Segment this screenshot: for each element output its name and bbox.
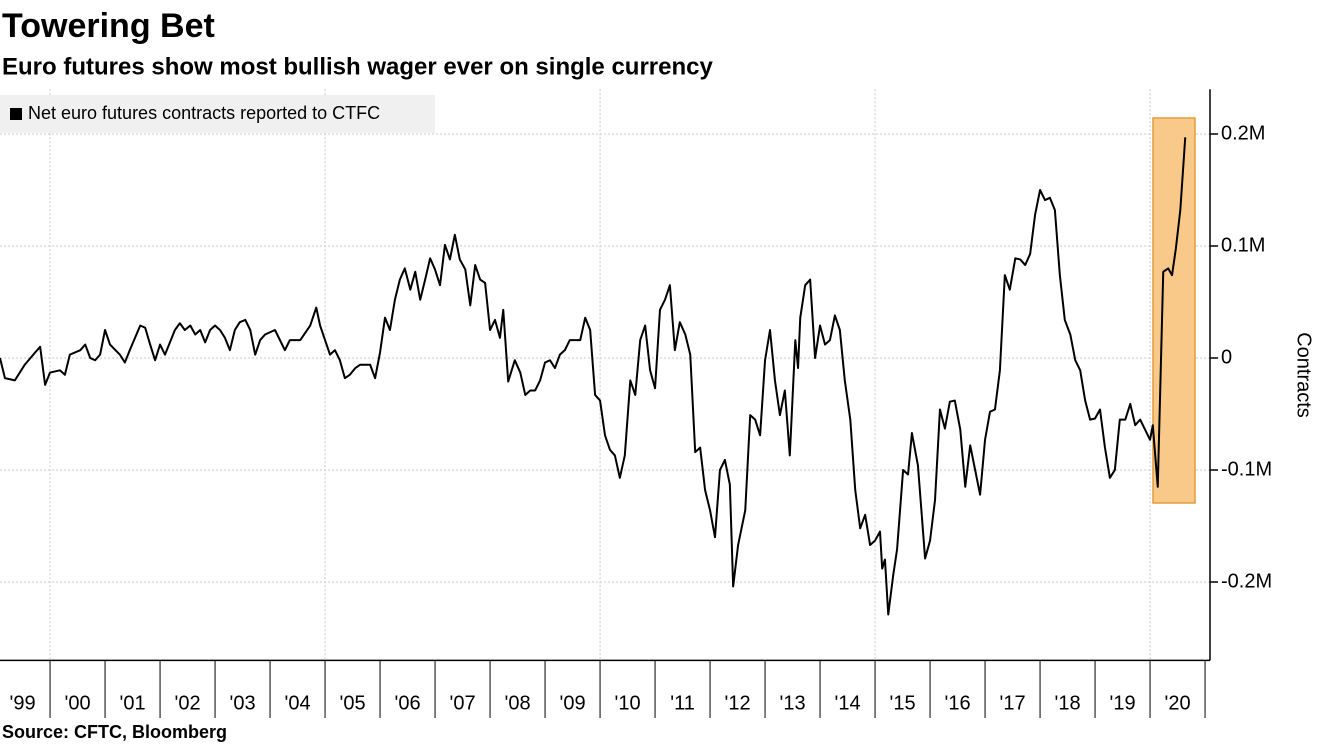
x-tick-label: '01 <box>120 692 146 714</box>
legend-swatch <box>10 108 22 120</box>
x-tick-label: '07 <box>450 692 476 714</box>
y-tick-label: -0.2M <box>1221 570 1272 592</box>
x-tick-label: '12 <box>725 692 751 714</box>
x-tick-label: '17 <box>1000 692 1026 714</box>
y-axis-label: Contracts <box>1293 332 1315 418</box>
x-tick-label: '15 <box>890 692 916 714</box>
plot <box>0 137 1187 616</box>
x-tick-label: '04 <box>285 692 311 714</box>
x-tick-label: '13 <box>780 692 806 714</box>
x-tick-label: '18 <box>1055 692 1081 714</box>
x-tick-label: '09 <box>560 692 586 714</box>
x-tick-label: '10 <box>615 692 641 714</box>
chart-title: Towering Bet <box>2 7 215 45</box>
x-tick-label: '05 <box>340 692 366 714</box>
y-tick-label: 0 <box>1221 346 1232 368</box>
legend-box <box>0 95 435 133</box>
legend-label: Net euro futures contracts reported to C… <box>28 103 380 123</box>
x-tick-label: '06 <box>395 692 421 714</box>
y-tick-label: 0.2M <box>1221 122 1265 144</box>
grid <box>0 89 1210 661</box>
x-tick-label: '16 <box>945 692 971 714</box>
x-tick-label: '99 <box>10 692 36 714</box>
x-tick-label: '08 <box>505 692 531 714</box>
y-tick-label: -0.1M <box>1221 458 1272 480</box>
data-line <box>0 137 1187 616</box>
highlight <box>1152 117 1196 504</box>
x-tick-label: '19 <box>1110 692 1136 714</box>
x-tick-label: '03 <box>230 692 256 714</box>
x-tick-label: '14 <box>835 692 861 714</box>
source: Source: CFTC, Bloomberg <box>2 722 227 742</box>
x-tick-label: '20 <box>1165 692 1191 714</box>
chart-subtitle: Euro futures show most bullish wager eve… <box>2 53 713 80</box>
x-tick-label: '11 <box>670 692 695 714</box>
x-tick-label: '02 <box>175 692 201 714</box>
x-tick-label: '00 <box>65 692 91 714</box>
y-tick-label: 0.1M <box>1221 234 1265 256</box>
